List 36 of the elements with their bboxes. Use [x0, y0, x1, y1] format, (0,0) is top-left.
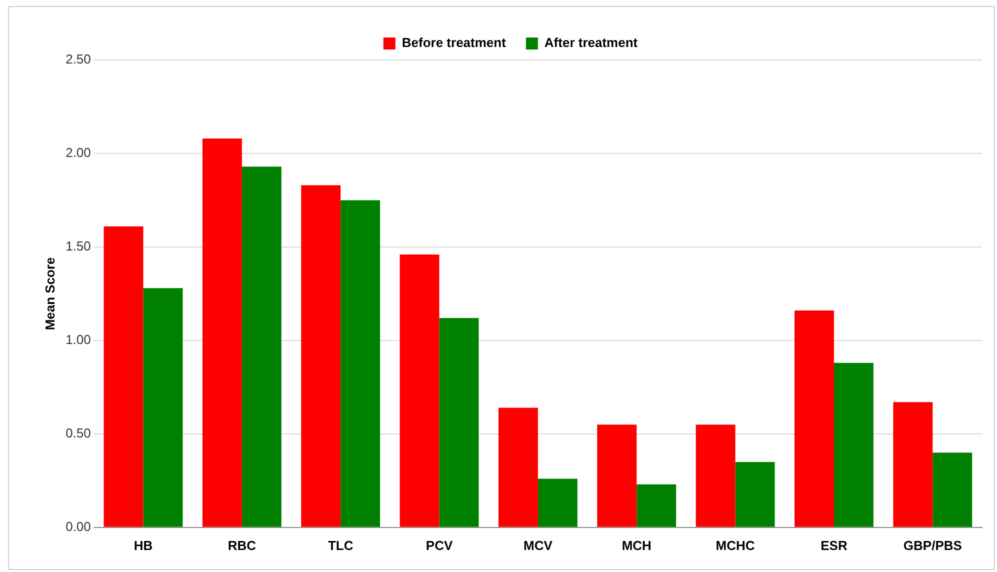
- x-tick-label: MCV: [524, 538, 553, 553]
- y-axis-title: Mean Score: [42, 257, 58, 330]
- x-tick-label: MCHC: [716, 538, 756, 553]
- legend-label: Before treatment: [402, 35, 507, 50]
- bar: [893, 402, 933, 527]
- bar: [143, 288, 183, 527]
- x-tick-label: HB: [134, 538, 153, 553]
- y-tick-label: 2.50: [66, 52, 91, 67]
- y-tick-label: 0.50: [66, 426, 91, 440]
- bar: [202, 138, 242, 527]
- bar: [104, 226, 144, 527]
- bar: [735, 462, 775, 527]
- x-tick-label: MCH: [622, 538, 652, 553]
- x-tick-label: TLC: [328, 538, 354, 553]
- bar: [696, 424, 736, 527]
- bar: [834, 362, 874, 527]
- y-tick-label: 0.00: [66, 518, 91, 534]
- bar: [538, 478, 578, 527]
- y-tick-label: 1.50: [66, 238, 91, 254]
- bar: [597, 424, 637, 527]
- y-tick-label: 2.00: [66, 145, 91, 160]
- x-tick-label: RBC: [228, 538, 257, 553]
- bar: [400, 254, 440, 527]
- x-tick-label: GBP/PBS: [903, 538, 962, 553]
- bar: [636, 484, 676, 527]
- bar: [242, 166, 282, 527]
- bar: [794, 310, 834, 527]
- bar: [932, 452, 972, 527]
- x-tick-label: PCV: [426, 538, 453, 553]
- bar: [340, 200, 380, 527]
- x-tick-label: ESR: [820, 538, 848, 553]
- bar: [439, 318, 479, 527]
- legend-label: After treatment: [544, 35, 638, 50]
- y-tick-label: 1.00: [66, 332, 91, 348]
- bar: [498, 408, 538, 527]
- bar: [301, 185, 341, 527]
